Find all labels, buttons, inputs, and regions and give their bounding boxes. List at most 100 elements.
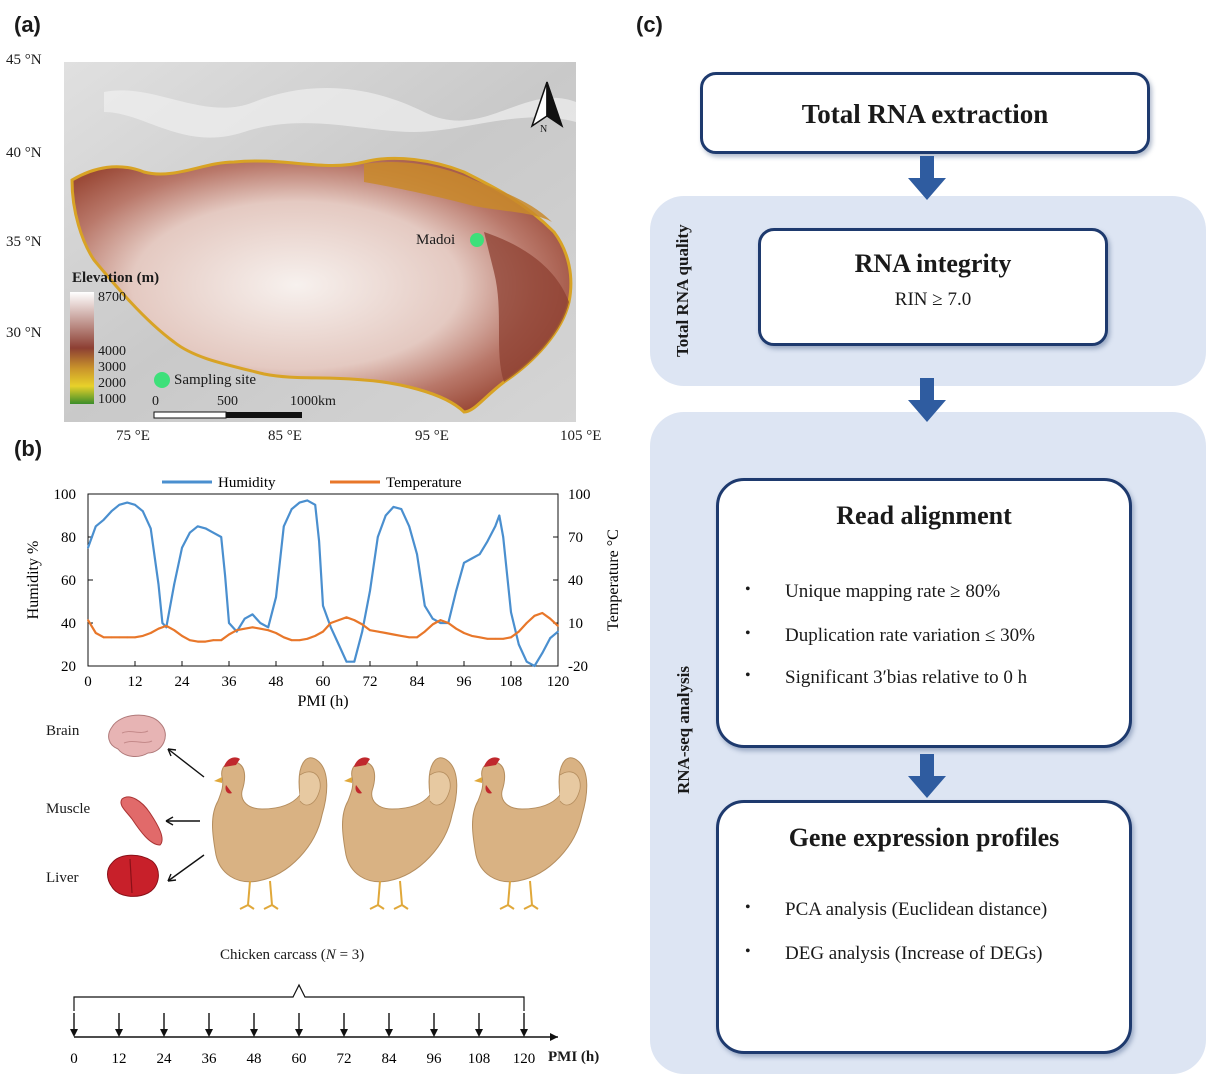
series-point-temperature (173, 629, 176, 632)
series-point-temperature (439, 619, 442, 622)
series-point-humidity (102, 518, 105, 521)
panel-label-a: (a) (14, 12, 41, 37)
x-tick-label: 84 (410, 674, 426, 690)
series-point-temperature (416, 636, 418, 639)
organ-label-liver: Liver (46, 870, 79, 886)
alignment-criterion-3: Significant 3′bias relative to 0 h (745, 667, 1027, 689)
series-point-temperature (212, 639, 215, 642)
y-left-tick-label: 60 (61, 573, 76, 589)
timeline-caption-var: N (325, 947, 336, 963)
series-point-humidity (220, 536, 223, 538)
scale-bar-segment-2 (226, 412, 302, 418)
series-point-temperature (447, 622, 450, 624)
x-tick-label: 120 (547, 674, 570, 690)
chart-svg: 0 12 24 36 48 60 72 84 96 108 120 20 40 60 80 100 -20 10 4… (25, 475, 622, 710)
series-point-temperature (486, 637, 489, 640)
series-point-humidity (510, 611, 512, 614)
series-point-humidity (157, 583, 160, 586)
y-right-axis-label: Temperature °C (605, 529, 622, 631)
series-point-humidity (517, 643, 520, 646)
series-point-humidity (259, 622, 262, 624)
timeline-tick-label: 72 (337, 1051, 352, 1067)
map-terrain-shading (104, 88, 576, 138)
series-point-temperature (157, 627, 160, 630)
series-point-humidity (400, 508, 403, 510)
rna-workflow: Total RNA quality RNA-seq analysis Total… (640, 50, 1207, 1076)
step-read-alignment-title: Read alignment (836, 501, 1012, 530)
map-lon-label-75: 75 °E (116, 428, 150, 444)
y-right-tick-label: -20 (568, 659, 588, 675)
series-point-temperature (557, 624, 559, 627)
series-point-temperature (235, 629, 238, 632)
scale-label-500: 500 (217, 394, 238, 409)
arrow-down-icon-2 (908, 378, 946, 422)
series-point-humidity (267, 626, 270, 629)
step-gene-expression-title: Gene expression profiles (788, 823, 1060, 852)
sampling-arrowhead-icon (250, 1029, 258, 1037)
series-point-temperature (290, 639, 293, 642)
series-point-humidity (557, 630, 559, 633)
series-point-humidity (243, 617, 246, 620)
series-point-temperature (533, 614, 536, 617)
series-point-humidity (431, 617, 434, 620)
series-point-humidity (494, 525, 497, 528)
series-point-temperature (251, 626, 254, 629)
series-point-temperature (369, 629, 371, 632)
qaidam-basin (364, 161, 552, 222)
arrow-down-icon-1 (908, 156, 946, 200)
series-point-temperature (102, 636, 105, 639)
series-point-humidity (416, 553, 418, 556)
series-point-temperature (298, 639, 301, 642)
panel-label-b: (b) (14, 436, 43, 461)
x-tick-label: 36 (222, 674, 238, 690)
legend-value-2000: 2000 (98, 376, 126, 391)
series-point-humidity (298, 501, 301, 504)
series-point-humidity (141, 510, 144, 513)
brain-icon (108, 714, 166, 757)
madoi-label: Madoi (416, 232, 456, 248)
series-point-temperature (517, 630, 520, 633)
sampling-arrowhead-icon (70, 1029, 78, 1037)
sampling-arrowhead-icon (475, 1029, 483, 1037)
series-point-temperature (423, 630, 426, 633)
liver-icon (107, 854, 159, 897)
step-total-rna-extraction-title: Total RNA extraction (801, 99, 1049, 129)
series-point-humidity (376, 536, 379, 538)
chicken-illustration (107, 714, 588, 910)
legend-label-temperature: Temperature (386, 475, 462, 491)
series-point-humidity (173, 583, 176, 586)
series-point-temperature (525, 622, 528, 624)
region-label-total-rna-quality: Total RNA quality (673, 224, 692, 357)
map-lat-label-35: 35 °N (6, 234, 42, 250)
series-point-temperature (188, 639, 191, 642)
series-point-temperature (126, 636, 129, 639)
organ-label-brain: Brain (46, 723, 80, 739)
series-point-humidity (478, 553, 481, 556)
y-left-tick-label: 80 (61, 530, 76, 546)
series-point-humidity (463, 561, 465, 564)
chicken-1-icon (212, 757, 328, 910)
map-lat-label-40: 40 °N (6, 145, 42, 161)
expression-analysis-2: DEG analysis (Increase of DEGs) (745, 943, 1043, 965)
timeline-tick-label: 0 (70, 1051, 78, 1067)
series-point-humidity (502, 536, 505, 538)
series-point-humidity (110, 510, 113, 513)
series-point-temperature (494, 637, 497, 640)
north-label: N (540, 124, 548, 135)
sampling-arrowhead-icon (385, 1029, 393, 1037)
timeline-tick-label: 108 (468, 1051, 491, 1067)
muscle-icon (120, 796, 163, 846)
x-tick-label: 0 (84, 674, 92, 690)
timeline-tick-label: 24 (157, 1051, 173, 1067)
step-rna-integrity: RNA integrity RIN ≥ 7.0 (758, 228, 1108, 346)
series-point-humidity (314, 503, 317, 506)
timeline-caption: Chicken carcass (N = 3) (220, 947, 364, 964)
expression-analysis-1: PCA analysis (Euclidean distance) (745, 899, 1047, 921)
map-lon-label-95: 95 °E (415, 428, 449, 444)
series-point-humidity (498, 514, 501, 517)
series-line-temperature (87, 611, 559, 643)
series-point-temperature (329, 622, 332, 624)
series-point-humidity (533, 665, 536, 667)
eastern-highlands (484, 232, 569, 382)
series-point-humidity (224, 574, 226, 577)
